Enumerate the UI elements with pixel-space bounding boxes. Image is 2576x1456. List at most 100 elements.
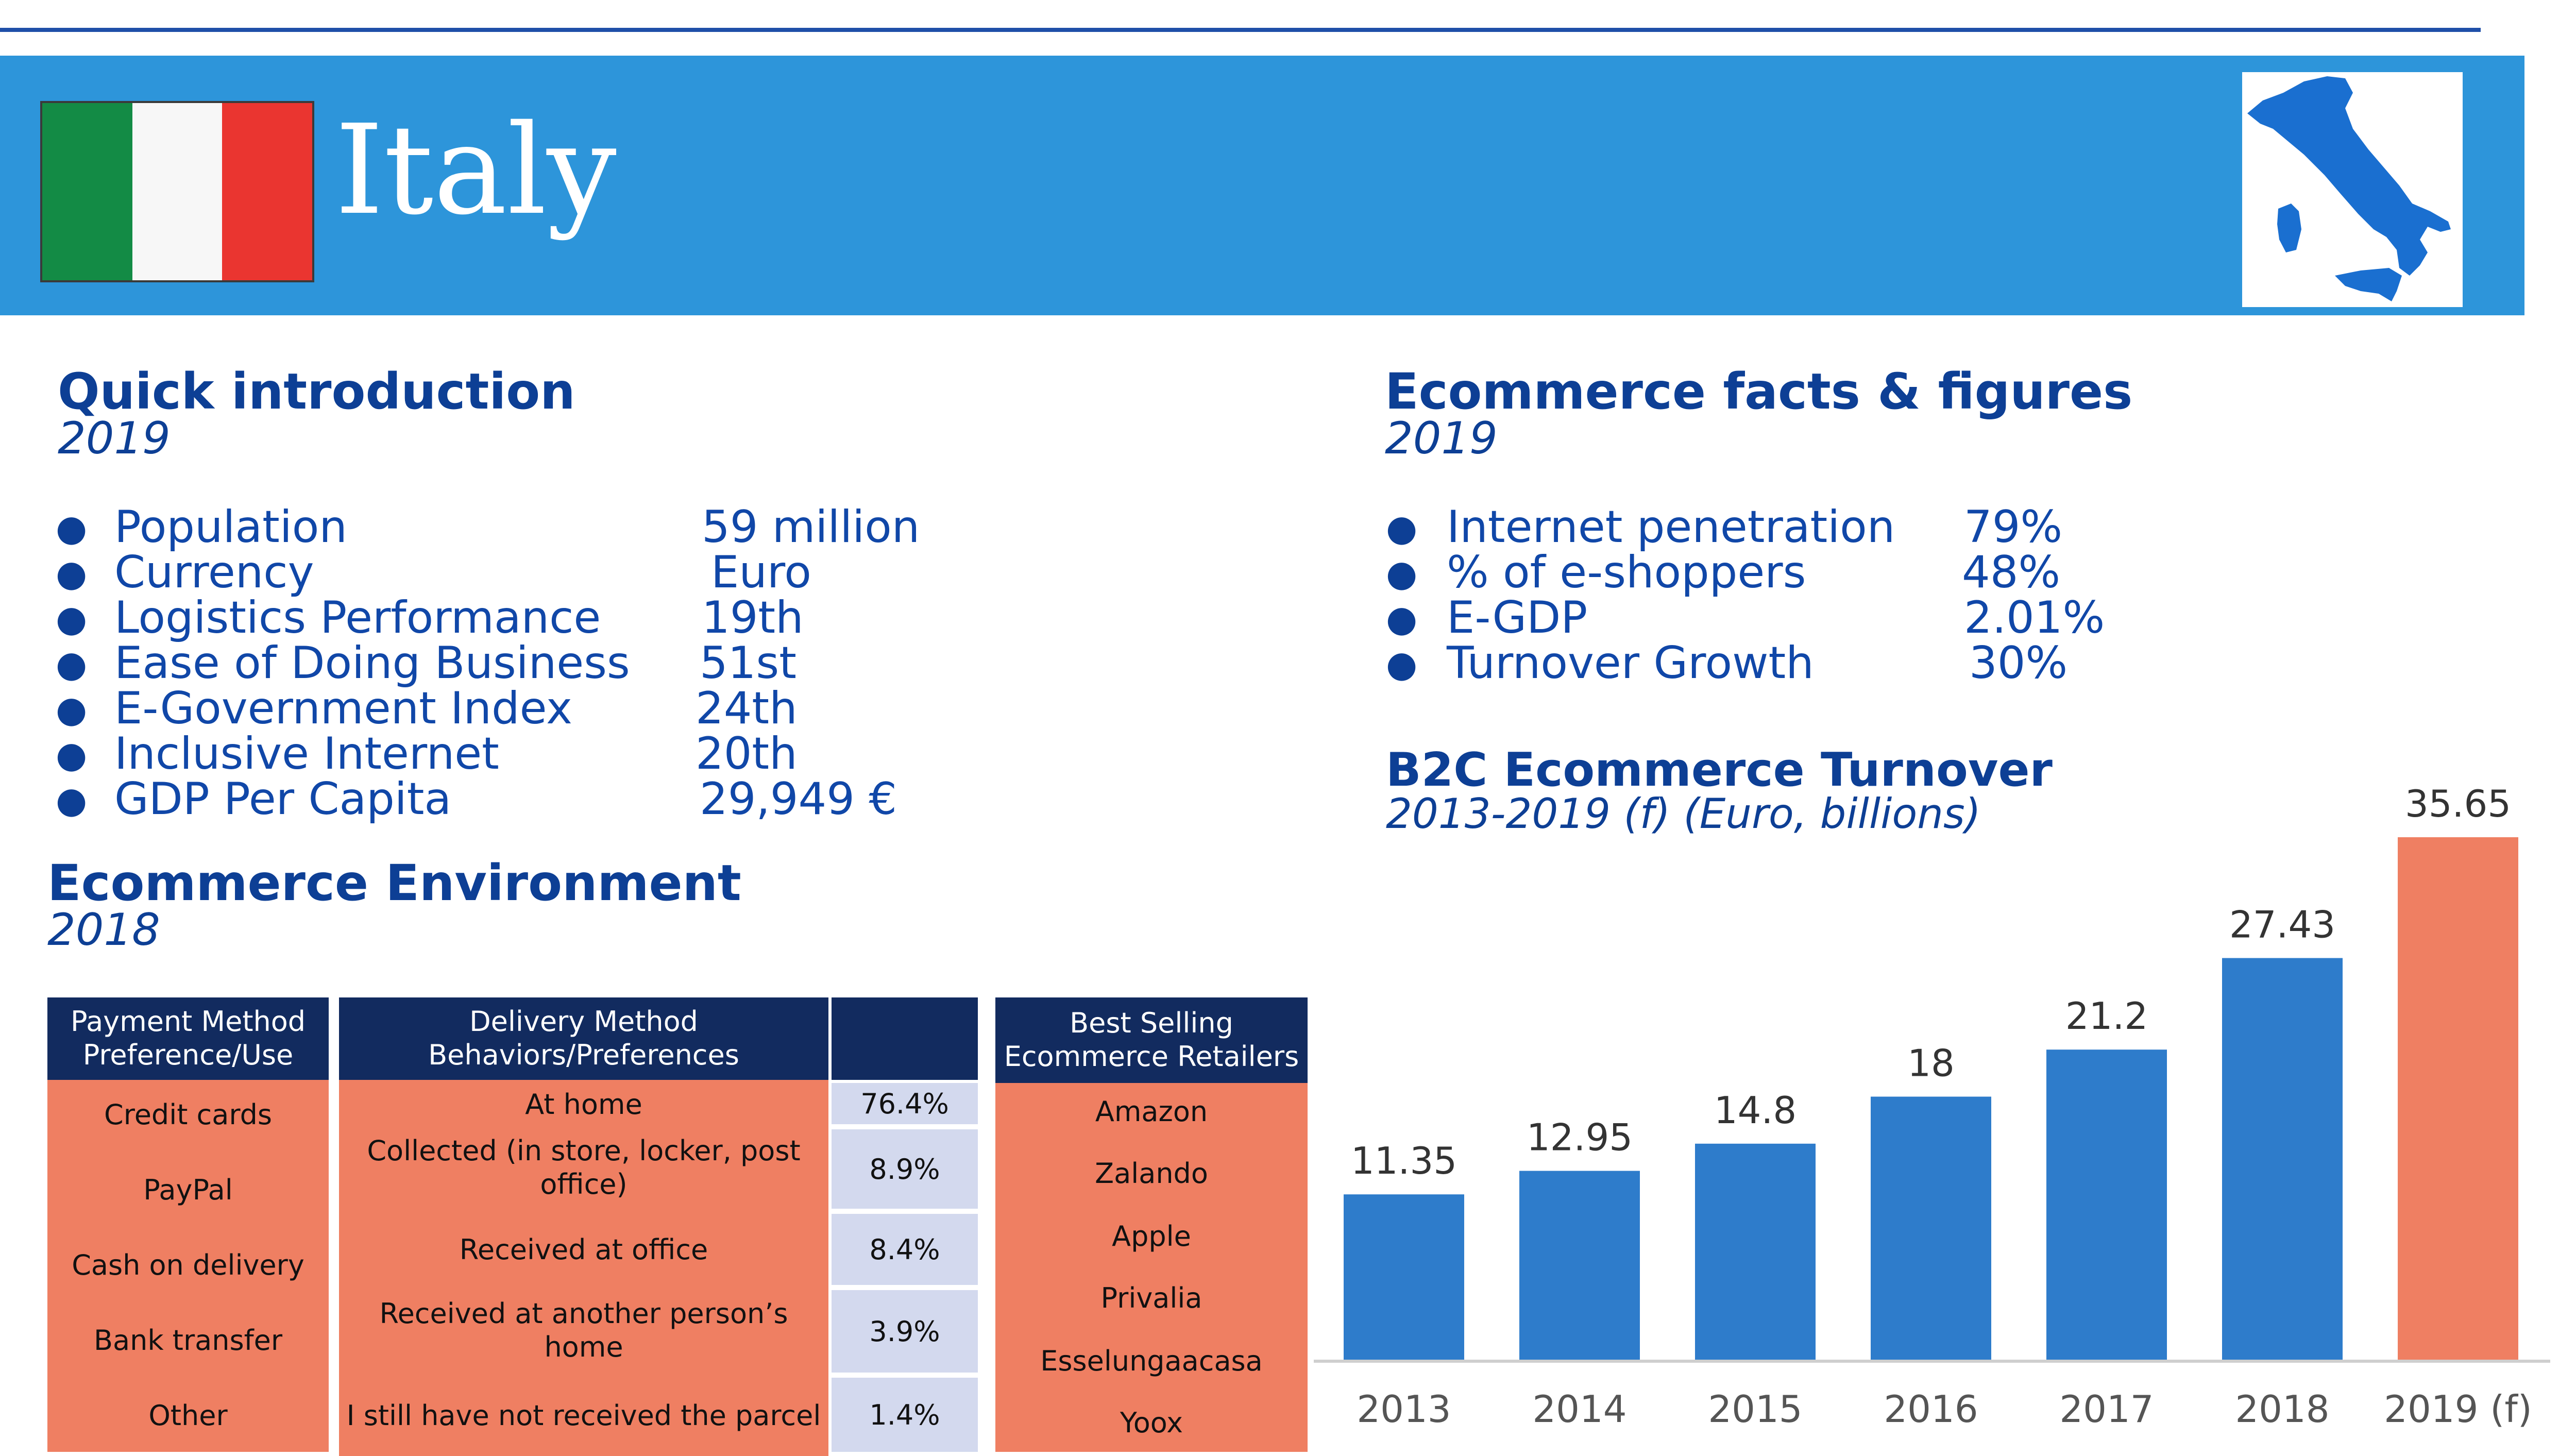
intro-value: 59 million [702,501,920,553]
payment-header-line: Preference/Use [82,1039,294,1071]
delivery-label: Received at another person’s home [379,1297,788,1363]
header-banner [0,56,2524,315]
retailer-item: Apple [1112,1220,1191,1252]
country-title: Italy [335,98,617,242]
facts-label: E-GDP [1447,592,1588,644]
bullet-icon: ● [56,552,88,595]
bars-layer [1344,837,2518,1361]
flag-stripe-white [132,103,223,280]
facts-year: 2019 [1385,413,1498,464]
delivery-header-line: Delivery Method [469,1005,698,1038]
bullet-icon: ● [56,688,88,731]
delivery-table-header: Delivery Method Behaviors/Preferences [339,997,828,1080]
bullet-icon: ● [1386,643,1418,685]
bar-value-label: 11.35 [1351,1139,1457,1182]
turnover-bar-chart: 11.35 2013 12.95 2014 14.8 2015 18 2016 21.2 2017… [1314,782,2550,1431]
delivery-value-header [832,997,978,1080]
facts-value: 79% [1964,501,2063,553]
intro-value: Euro [711,547,811,598]
flag-stripe-green [42,103,132,280]
bar-2017 [2046,1049,2167,1361]
bar-value-label: 27.43 [2229,903,2335,946]
bar-2013 [1344,1194,1464,1361]
payment-item: Other [148,1399,228,1432]
intro-label: GDP Per Capita [114,773,452,825]
bar-value-label: 18 [1907,1042,1955,1085]
retailer-item: Zalando [1095,1157,1208,1190]
payment-table-header: Payment Method Preference/Use [47,997,329,1080]
retailer-item: Esselungaacasa [1040,1345,1263,1377]
retailers-header-line: Best Selling [1070,1007,1233,1040]
intro-value: 20th [696,728,798,780]
bullet-icon: ● [1386,598,1418,640]
delivery-share: 3.9% [832,1290,978,1373]
retailers-table-body [995,1083,1308,1452]
bullet-icon: ● [1386,507,1418,549]
delivery-share: 76.4% [832,1083,978,1124]
retailer-item: Yoox [1120,1407,1183,1439]
intro-value: 24th [696,683,798,734]
bar-value-label: 21.2 [2065,994,2148,1038]
sardinia-shape [2277,204,2301,252]
facts-label: % of e-shoppers [1447,547,1806,598]
bullet-icon: ● [56,779,88,821]
intro-value: 29,949 € [700,773,897,825]
italy-mainland-shape [2247,76,2451,276]
x-tick-label: 2018 [2235,1387,2329,1431]
italy-map [2242,72,2463,307]
x-tick-label: 2015 [1708,1387,1802,1431]
facts-value: 2.01% [1964,592,2105,644]
delivery-table-body [339,1080,828,1456]
bar-2019-f [2398,837,2518,1361]
x-tick-label: 2013 [1357,1387,1451,1431]
intro-label: E-Government Index [114,683,572,734]
payment-item: PayPal [143,1174,233,1206]
intro-title: Quick introduction [58,363,575,420]
intro-label: Inclusive Internet [114,728,499,780]
bullet-icon: ● [56,734,88,776]
payment-table-body [47,1080,329,1452]
facts-title: Ecommerce facts & figures [1385,363,2133,420]
x-tick-label: 2017 [2059,1387,2154,1431]
payment-header-line: Payment Method [70,1005,306,1038]
bullet-icon: ● [56,507,88,549]
payment-item: Bank transfer [93,1324,283,1357]
flag-stripe-red [222,103,313,280]
bar-value-label: 14.8 [1714,1089,1797,1132]
facts-label: Turnover Growth [1447,637,1814,689]
delivery-share: 8.9% [832,1129,978,1209]
bullet-icon: ● [56,643,88,685]
delivery-label: Received at office [459,1233,708,1266]
bar-value-label: 12.95 [1527,1116,1633,1159]
intro-label: Population [114,501,347,553]
delivery-share: 1.4% [832,1378,978,1452]
facts-value: 30% [1969,637,2068,689]
retailers-header-line: Ecommerce Retailers [1004,1040,1299,1073]
chart-title: B2C Ecommerce Turnover [1386,743,2053,797]
delivery-label: At home [525,1088,642,1121]
bar-2014 [1519,1171,1640,1361]
bullet-icon: ● [1386,552,1418,595]
sicily-shape [2335,268,2402,301]
intro-label: Logistics Performance [114,592,601,644]
bar-2016 [1871,1096,1991,1361]
delivery-share: 8.4% [832,1214,978,1285]
facts-label: Internet penetration [1447,501,1895,553]
bar-2018 [2222,958,2343,1361]
retailer-item: Privalia [1100,1282,1202,1314]
bar-value-label: 35.65 [2405,782,2511,825]
intro-label: Ease of Doing Business [114,637,630,689]
environment-year: 2018 [47,904,160,956]
italy-map-icon [2247,76,2451,301]
labels-layer: 11.35 2013 12.95 2014 14.8 2015 18 2016 21.2 2017… [1351,782,2532,1431]
x-tick-label: 2016 [1884,1387,1978,1431]
delivery-header-line: Behaviors/Preferences [428,1039,739,1071]
payment-item: Cash on delivery [72,1249,304,1281]
delivery-label: Collected (in store, locker, post office) [367,1135,801,1200]
intro-year: 2019 [58,413,171,464]
italy-flag [40,101,314,282]
retailer-item: Amazon [1095,1095,1208,1128]
chart-subtitle: 2013-2019 (f) (Euro, billions) [1386,790,1981,838]
delivery-label: I still have not received the parcel [346,1399,821,1432]
intro-label: Currency [114,547,314,598]
